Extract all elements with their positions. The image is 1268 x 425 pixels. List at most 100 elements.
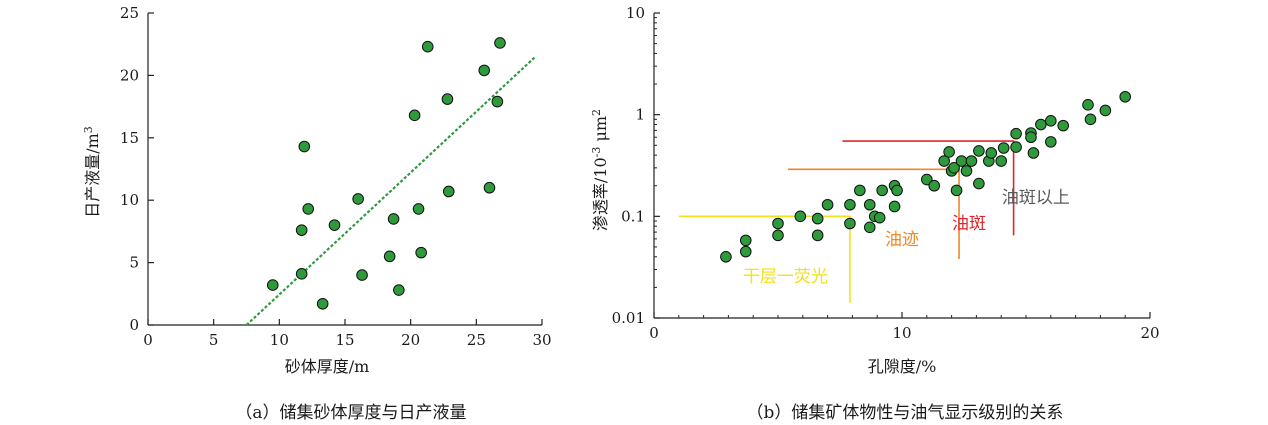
chart-b-point (821, 198, 834, 211)
chart-a-y-label: 日产液量/m3 (82, 126, 102, 218)
chart-a-x-tick-label: 5 (209, 331, 219, 349)
chart-b-point (950, 184, 963, 197)
chart-b-point (997, 142, 1010, 154)
chart-a-point (415, 246, 427, 259)
chart-a-trendline (245, 55, 537, 326)
chart-a-point (298, 140, 311, 153)
chart-a-point (421, 40, 434, 53)
chart-a: 0 5 10 15 20 25 30 0 5 10 15 20 25 砂体厚度/m 日产液量/m3 （a… (82, 4, 552, 423)
chart-b-y-tick-label: 10 (626, 4, 645, 22)
chart-a-point (356, 269, 368, 281)
chart-a-y-label-exponent: 3 (82, 126, 95, 133)
chart-b-y-label-exp: -3 (590, 147, 603, 158)
chart-b-point (1010, 127, 1022, 140)
chart-b-y-label: 渗透率/10-3 μm2 (590, 109, 610, 231)
chart-b-point (1082, 99, 1094, 111)
chart-a-point (491, 95, 504, 108)
chart-a-point (383, 250, 396, 263)
chart-b-point (1119, 90, 1131, 103)
chart-b-point (1010, 141, 1022, 153)
chart-b-point (973, 177, 985, 190)
chart-b-point (1099, 104, 1112, 117)
chart-a-point (316, 297, 329, 310)
chart-b-point (1025, 131, 1037, 144)
chart-a-y-tick-label: 25 (120, 4, 139, 22)
chart-a-point (266, 279, 279, 291)
chart-a-x-tick-label: 20 (401, 331, 420, 349)
chart-a-point (412, 203, 425, 215)
chart-b-point (943, 146, 955, 158)
chart-a-y-tick-label: 10 (120, 191, 139, 209)
chart-a-point (352, 193, 364, 205)
chart-a-point (483, 181, 496, 194)
chart-b-threshold-line (678, 215, 851, 304)
chart-b-point (985, 147, 998, 159)
chart-b-point (921, 173, 933, 186)
chart-b-annotation: 油斑 (952, 214, 986, 234)
chart-b-point (720, 250, 732, 263)
chart-b-point (995, 155, 1008, 167)
chart-b-point (891, 184, 903, 197)
chart-b-caption: （b）储集矿体物性与油气显示级别的关系 (747, 403, 1064, 423)
chart-b-point (811, 212, 824, 225)
chart-b-point (794, 210, 807, 223)
chart-b-x-tick-label: 10 (892, 324, 911, 342)
chart-b-point (739, 234, 752, 247)
chart-a-point (441, 93, 454, 105)
chart-b-point (1027, 147, 1040, 159)
chart-b-x-tick-label: 0 (649, 324, 659, 342)
chart-a-point (387, 213, 400, 225)
chart-b-y-tick-label: 1 (635, 106, 645, 124)
chart-b-threshold-line (842, 140, 1015, 236)
chart-a-y-tick-label: 15 (120, 129, 139, 147)
chart-b-point (955, 155, 968, 167)
chart-b-point (1084, 113, 1097, 126)
chart-a-point (408, 109, 421, 122)
chart-b-point (973, 145, 985, 157)
chart-a-point (295, 224, 308, 236)
chart-b-point (1035, 118, 1047, 131)
chart-b-point (1045, 115, 1057, 127)
chart-b-point (854, 184, 866, 197)
chart-a-point (442, 185, 455, 198)
chart-b-point (1057, 119, 1069, 132)
chart-a-x-tick-label: 15 (335, 331, 354, 349)
chart-b-point (938, 155, 950, 167)
chart-b-point (844, 217, 856, 230)
chart-b-point (811, 229, 824, 242)
chart-b-point (844, 198, 856, 211)
chart-a-point (328, 219, 341, 231)
chart-b-point (772, 217, 784, 230)
chart-a-x-tick-label: 25 (467, 331, 486, 349)
chart-a-y-tick-label: 5 (129, 254, 139, 272)
chart-b-point (876, 184, 888, 197)
chart-b-y-tick-label: 0.1 (621, 207, 645, 225)
chart-a-caption: （a）储集砂体厚度与日产液量 (235, 403, 466, 423)
chart-b-point (888, 200, 901, 213)
chart-b-y-label-unit: μm (591, 116, 610, 147)
chart-b-y-tick-label: 0.01 (612, 309, 645, 327)
chart-a-x-label: 砂体厚度/m (285, 357, 370, 376)
chart-b-point (928, 179, 941, 192)
chart-b-annotation: 油斑以上 (1002, 188, 1070, 208)
chart-a-point (494, 37, 506, 49)
chart-a-y-tick-label: 0 (129, 316, 139, 334)
chart-a-y-tick-label: 20 (120, 66, 139, 84)
chart-a-point (302, 203, 315, 215)
chart-b-point (772, 229, 784, 242)
chart-a-point (393, 284, 405, 296)
chart-b-x-tick-label: 20 (1140, 324, 1159, 342)
chart-b-point (739, 245, 752, 258)
chart-b-point (948, 162, 960, 174)
chart-b-point (965, 155, 978, 167)
chart-b-annotation: 油迹 (885, 230, 919, 250)
chart-b-x-label: 孔隙度/% (868, 357, 937, 376)
chart-a-point (478, 64, 491, 77)
chart-b-annotation: 干层一荧光 (743, 267, 828, 287)
chart-a-x-tick-label: 30 (532, 331, 551, 349)
chart-b-point (873, 211, 886, 224)
chart-b-point (863, 198, 876, 211)
chart-b-point (960, 165, 973, 177)
